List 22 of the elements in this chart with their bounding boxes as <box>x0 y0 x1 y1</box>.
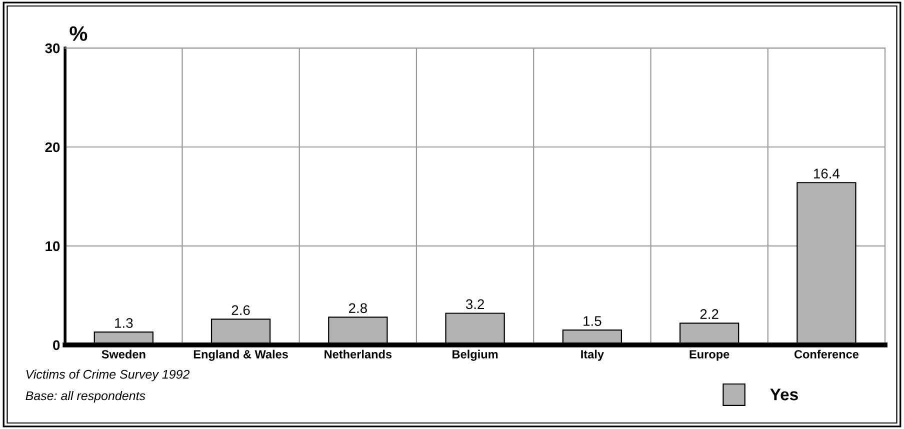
x-tick-label: Italy <box>581 350 604 361</box>
legend-label: Yes <box>770 388 798 400</box>
y-tick-label: 0 <box>53 340 60 350</box>
y-tick-label: 10 <box>46 241 60 252</box>
data-label: 1.3 <box>115 318 133 328</box>
x-tick-label: Sweden <box>102 350 146 358</box>
x-tick-label: Europe <box>690 350 730 361</box>
x-tick-label: Belgium <box>452 350 498 361</box>
y-tick-label: 20 <box>45 142 60 152</box>
y-tick-label: 30 <box>45 43 60 54</box>
data-label: 3.2 <box>466 299 484 310</box>
data-label: 2.2 <box>700 309 718 319</box>
data-label: 1.5 <box>584 316 602 326</box>
text: Victims of Crime Survey 1992 <box>26 370 190 382</box>
x-tick-label: England & Wales <box>194 350 288 361</box>
text: Base: all respondents <box>26 391 146 403</box>
data-label: 2.6 <box>232 305 250 316</box>
x-tick-label: Conference <box>794 350 859 358</box>
x-tick-label: Netherlands <box>324 350 392 358</box>
data-label: 16.4 <box>814 168 840 178</box>
data-label: 2.8 <box>348 303 367 314</box>
y-axis-title: % <box>70 26 88 41</box>
